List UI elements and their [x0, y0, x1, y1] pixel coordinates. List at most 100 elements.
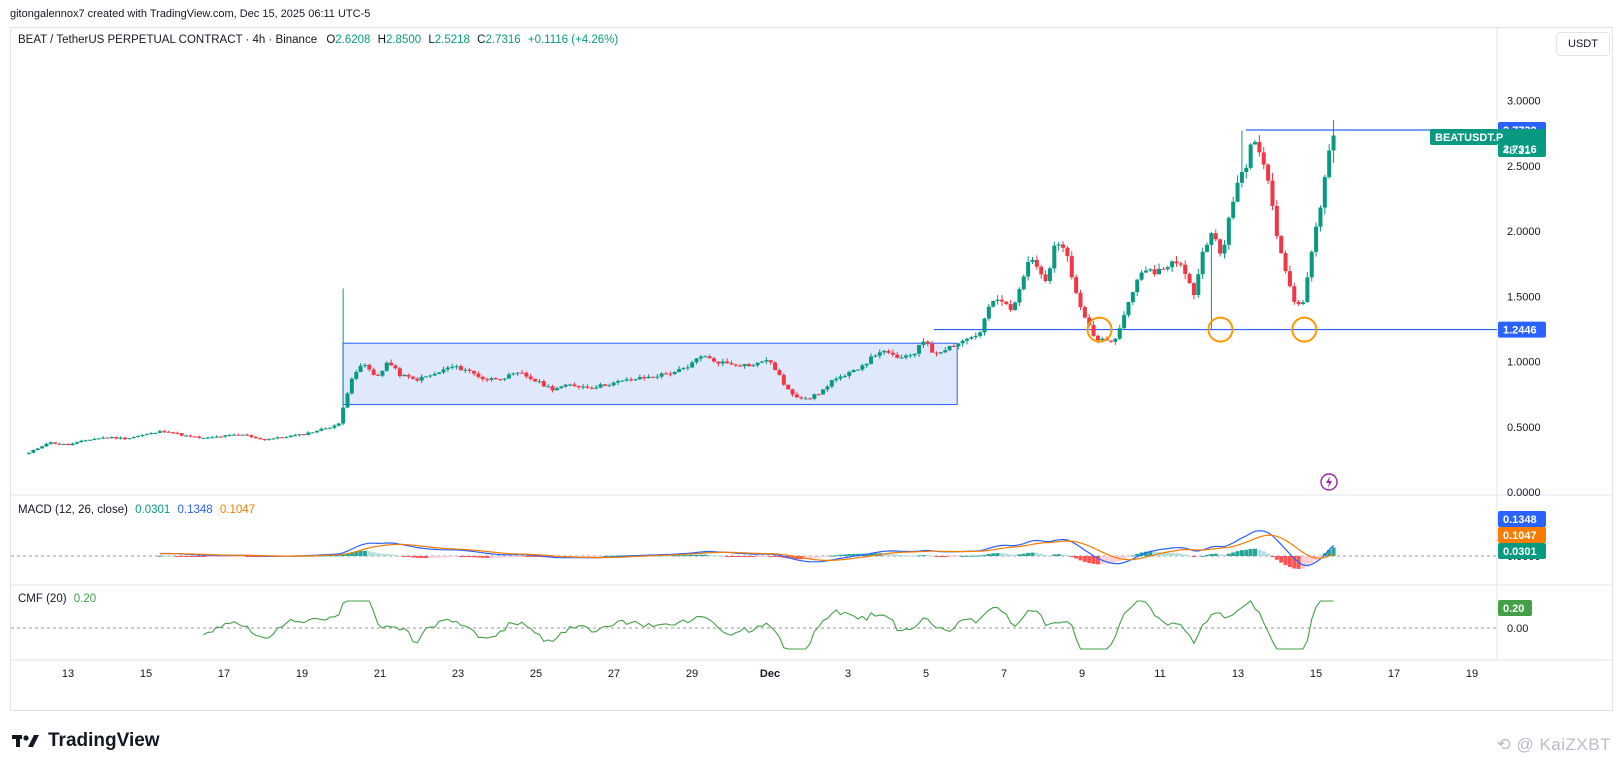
candle-body [397, 368, 402, 377]
macd-hist-bar [162, 555, 167, 557]
price-tick-label: 1.0000 [1507, 357, 1541, 369]
currency-button[interactable]: USDT [1556, 32, 1610, 56]
macd-hist-bar [1004, 553, 1009, 556]
candle-body [546, 386, 551, 388]
candle-body [611, 382, 616, 386]
candle-body [1187, 273, 1192, 284]
macd-hist-bar [1231, 552, 1236, 556]
candle-body [1274, 205, 1279, 237]
macd-hist-bar [690, 554, 695, 556]
macd-hist-bar [349, 552, 354, 556]
candle-body [594, 387, 599, 389]
candle-body [982, 318, 987, 333]
time-tick-label: 17 [1388, 668, 1400, 680]
macd-hist-bar [930, 555, 935, 557]
candle-body [323, 428, 328, 430]
macd-hist-bar [210, 556, 215, 557]
macd-hist-bar [345, 553, 350, 556]
macd-hist-bar [1327, 549, 1332, 556]
candle-body [637, 377, 642, 380]
tradingview-brand[interactable]: TradingView [12, 730, 160, 752]
time-tick-label: 13 [1232, 668, 1244, 680]
candle-body [1170, 261, 1175, 268]
macd-hist-bar [803, 556, 808, 560]
cmf-value-tag-bg [1498, 600, 1532, 616]
macd-hist-bar [677, 555, 682, 557]
candle-body [476, 373, 481, 377]
candle-body [908, 355, 913, 357]
candle-body [995, 299, 1000, 302]
macd-hist-bar [201, 556, 206, 557]
macd-hist-bar [1017, 554, 1022, 556]
macd-hist-bar [1274, 556, 1279, 560]
candle-body [511, 373, 516, 375]
macd-hist-bar [1205, 554, 1210, 556]
macd-hist-bar [855, 553, 860, 556]
candle-body [646, 376, 651, 379]
candle-body [1209, 233, 1214, 245]
open-value: 2.6208 [335, 34, 371, 46]
macd-hist-bar [533, 556, 538, 557]
candle-body [214, 436, 219, 438]
candle-body [1126, 302, 1131, 316]
macd-hist-bar [506, 556, 511, 558]
candle-body [1257, 141, 1262, 153]
candle-body [694, 358, 699, 363]
macd-hist-bar [886, 553, 891, 556]
candle-body [1301, 302, 1306, 305]
candle-body [825, 386, 830, 390]
candle-body [729, 363, 734, 365]
time-tick-label: 21 [374, 668, 386, 680]
macd-hist-bar [1095, 556, 1100, 565]
candle-body [585, 386, 590, 388]
candle-body [1322, 177, 1327, 208]
candle-body [943, 350, 948, 353]
candle-body [1152, 269, 1157, 275]
macd-hist-bar [393, 554, 398, 556]
macd-hist-bar [1113, 556, 1118, 563]
candle-body [57, 443, 62, 445]
candle-body [354, 372, 359, 379]
macd-hist-bar [668, 555, 673, 557]
candle-body [860, 365, 865, 370]
macd-hist-bar [991, 553, 996, 556]
macd-hist-bar [1301, 556, 1306, 569]
candle-body [336, 423, 341, 426]
lightning-bolt [1326, 476, 1332, 488]
macd-hist-bar [1135, 553, 1140, 556]
macd-hist-bar [515, 556, 520, 557]
macd-hist-bar [1026, 552, 1031, 556]
macd-hist-bar [1104, 556, 1109, 564]
cmf-label: CMF (20) [18, 593, 67, 605]
candle-body [1244, 167, 1249, 173]
macd-hist-bar [419, 556, 424, 559]
macd-hist-bar [205, 556, 210, 557]
macd-hist-bar [764, 556, 769, 557]
candle-body [301, 434, 306, 436]
time-tick-label: 23 [452, 668, 464, 680]
time-tick-label: 17 [218, 668, 230, 680]
macd-hist-bar [951, 556, 956, 557]
candle-body [502, 378, 507, 380]
candle-body [751, 365, 756, 367]
low-label: L [428, 34, 435, 46]
macd-hist-bar [415, 556, 420, 558]
macd-hist-bar [240, 556, 245, 557]
macd-hist-bar [1305, 556, 1310, 567]
macd-hist-bar [227, 556, 232, 557]
macd-hist-bar [1130, 555, 1135, 557]
candle-body [847, 372, 852, 376]
candle-body [1292, 286, 1297, 302]
candles [27, 120, 1336, 455]
macd-hist-bar [821, 556, 826, 558]
candle-body [624, 379, 629, 381]
change-value: +0.1116 (+4.26%) [527, 34, 619, 46]
candle-body [1143, 270, 1148, 273]
macd-hist-bar [790, 556, 795, 559]
macd-hist-bar [594, 556, 599, 557]
candle-body [232, 434, 237, 436]
macd-hist-bar [528, 556, 533, 557]
macd-hist-bar [1148, 551, 1153, 556]
candle-body [1296, 301, 1301, 305]
